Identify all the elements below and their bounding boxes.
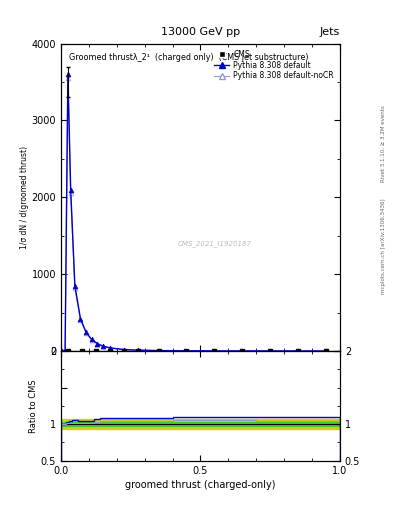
- X-axis label: groomed thrust (charged-only): groomed thrust (charged-only): [125, 480, 275, 490]
- Text: CMS_2021_I1920187: CMS_2021_I1920187: [177, 240, 252, 247]
- Y-axis label: 1/σ dN / d(groomed thrust): 1/σ dN / d(groomed thrust): [20, 146, 29, 249]
- Text: mcplots.cern.ch [arXiv:1306.3436]: mcplots.cern.ch [arXiv:1306.3436]: [381, 198, 386, 293]
- Text: 13000 GeV pp: 13000 GeV pp: [161, 27, 240, 37]
- Y-axis label: Ratio to CMS: Ratio to CMS: [29, 379, 38, 433]
- Legend: CMS, Pythia 8.308 default, Pythia 8.308 default-noCR: CMS, Pythia 8.308 default, Pythia 8.308 …: [212, 47, 336, 83]
- Text: Groomed thrustλ_2¹  (charged only)  (CMS jet substructure): Groomed thrustλ_2¹ (charged only) (CMS j…: [69, 53, 309, 62]
- Text: Rivet 3.1.10, ≥ 3.2M events: Rivet 3.1.10, ≥ 3.2M events: [381, 105, 386, 182]
- Text: Jets: Jets: [320, 27, 340, 37]
